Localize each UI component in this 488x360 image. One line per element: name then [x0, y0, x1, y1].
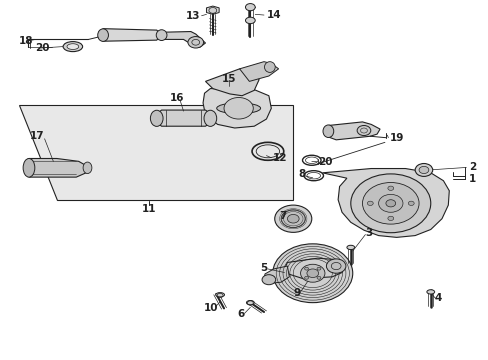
Ellipse shape — [246, 301, 254, 305]
Text: 16: 16 — [170, 93, 184, 103]
Circle shape — [387, 216, 393, 221]
Text: 15: 15 — [221, 74, 236, 84]
Polygon shape — [98, 29, 161, 41]
Circle shape — [304, 267, 308, 270]
Circle shape — [316, 267, 320, 270]
Circle shape — [300, 264, 325, 282]
Polygon shape — [157, 110, 210, 126]
Text: 3: 3 — [365, 228, 372, 238]
Text: 20: 20 — [317, 157, 331, 167]
Polygon shape — [239, 62, 278, 81]
Circle shape — [387, 186, 393, 190]
Ellipse shape — [264, 62, 275, 72]
Circle shape — [274, 205, 311, 232]
Ellipse shape — [156, 30, 166, 41]
Text: 10: 10 — [203, 303, 218, 314]
Text: 5: 5 — [260, 263, 267, 273]
Circle shape — [287, 215, 299, 223]
Text: 1: 1 — [468, 174, 475, 184]
Polygon shape — [203, 89, 271, 128]
Ellipse shape — [23, 158, 35, 177]
Circle shape — [350, 174, 430, 233]
Text: 12: 12 — [272, 153, 286, 163]
Circle shape — [385, 200, 395, 207]
Circle shape — [316, 276, 320, 279]
Ellipse shape — [98, 29, 108, 41]
Text: 2: 2 — [468, 162, 475, 172]
Text: 11: 11 — [142, 204, 156, 214]
Circle shape — [356, 126, 370, 135]
Text: 20: 20 — [35, 43, 49, 53]
Text: 13: 13 — [186, 11, 200, 21]
Ellipse shape — [150, 110, 163, 126]
Circle shape — [366, 201, 372, 206]
Circle shape — [362, 183, 418, 224]
Polygon shape — [264, 266, 289, 283]
Circle shape — [224, 98, 253, 119]
Circle shape — [304, 276, 308, 279]
Ellipse shape — [67, 44, 79, 49]
Polygon shape — [29, 158, 87, 177]
Ellipse shape — [63, 41, 82, 51]
Text: 14: 14 — [266, 10, 281, 20]
Ellipse shape — [245, 17, 255, 24]
Ellipse shape — [323, 125, 333, 138]
Circle shape — [187, 37, 203, 48]
Circle shape — [407, 201, 413, 206]
Polygon shape — [161, 32, 205, 47]
Text: 6: 6 — [237, 310, 244, 319]
Circle shape — [378, 194, 402, 212]
Circle shape — [306, 269, 318, 278]
Text: 17: 17 — [30, 131, 44, 141]
Polygon shape — [205, 69, 259, 96]
Polygon shape — [19, 105, 293, 200]
Circle shape — [245, 4, 255, 11]
Circle shape — [414, 163, 432, 176]
Text: 9: 9 — [293, 288, 300, 298]
Circle shape — [281, 210, 305, 228]
Circle shape — [326, 259, 345, 273]
Polygon shape — [322, 168, 448, 237]
Text: 19: 19 — [389, 133, 404, 143]
Ellipse shape — [346, 245, 354, 249]
Polygon shape — [284, 258, 344, 279]
Text: 8: 8 — [298, 168, 305, 179]
Ellipse shape — [83, 162, 92, 174]
Ellipse shape — [215, 293, 224, 297]
Polygon shape — [328, 122, 379, 140]
Text: 4: 4 — [434, 293, 441, 303]
Ellipse shape — [203, 110, 216, 126]
Ellipse shape — [216, 103, 260, 114]
Text: 7: 7 — [278, 211, 285, 221]
Polygon shape — [206, 6, 219, 14]
Circle shape — [418, 166, 428, 174]
Ellipse shape — [426, 290, 434, 294]
Circle shape — [262, 275, 275, 285]
Text: 18: 18 — [19, 36, 34, 46]
Circle shape — [272, 244, 352, 303]
